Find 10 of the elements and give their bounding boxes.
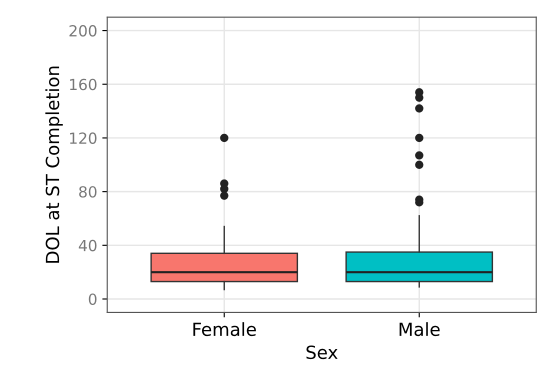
x-tick-label: Female [193,322,256,336]
y-tick-label: 200 [69,25,97,37]
y-tick-label: 40 [78,240,97,252]
y-tick-label: 160 [70,78,97,90]
x-axis-title: Sex [306,345,338,360]
y-tick-label: 80 [79,186,97,198]
y-tick-label: 120 [70,132,97,144]
y-axis-title: DOL at ST Completion [45,66,63,263]
x-tick-label: Male [400,322,440,336]
y-tick-label: 0 [88,293,97,306]
